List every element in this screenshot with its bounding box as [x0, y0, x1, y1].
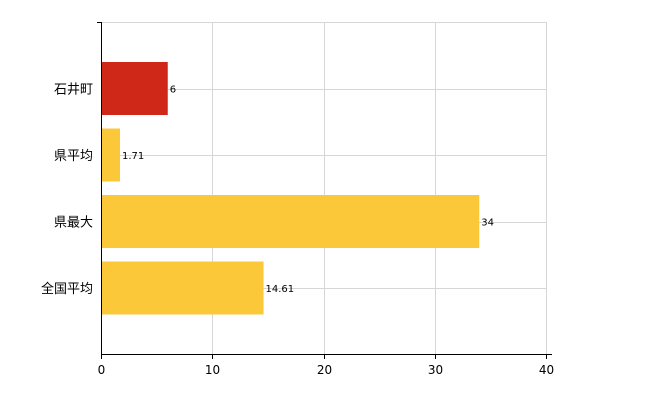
bar-0: [102, 62, 168, 115]
data-label-2: 34: [481, 218, 494, 229]
category-label-0: 石井町: [54, 83, 93, 98]
x-tick-label-30: 30: [428, 363, 443, 377]
data-label-0: 6: [170, 85, 176, 96]
gridlines: [101, 22, 547, 354]
bar-1: [102, 128, 121, 182]
x-tick-label-40: 40: [539, 363, 554, 377]
bar-series: [102, 62, 480, 315]
data-label-3: 14.61: [266, 284, 295, 295]
data-label-1: 1.71: [122, 151, 144, 162]
x-tick-label-10: 10: [205, 363, 220, 377]
bar-3: [102, 261, 264, 315]
category-label-1: 県平均: [54, 149, 93, 164]
category-label-2: 県最大: [54, 216, 93, 231]
x-tick-label-0: 0: [98, 363, 106, 377]
axes: [97, 22, 552, 359]
labels: 6 石井町 1.71 県平均 34 県最大 14.61 全国平均 0 10 20 30 40: [41, 83, 554, 378]
x-tick-label-20: 20: [317, 363, 332, 377]
bar-2: [102, 195, 480, 248]
category-label-3: 全国平均: [41, 281, 93, 297]
